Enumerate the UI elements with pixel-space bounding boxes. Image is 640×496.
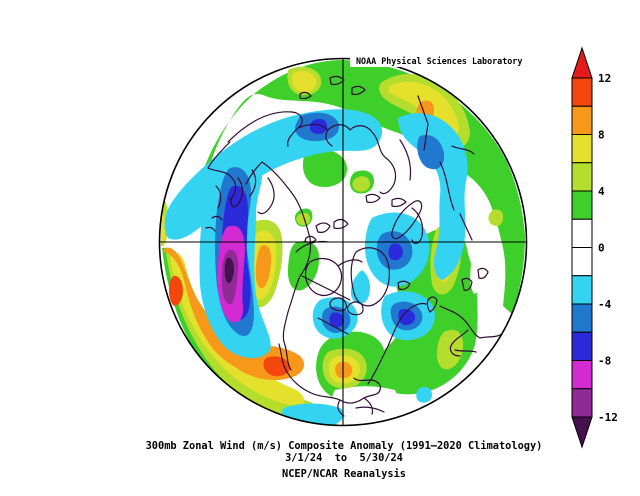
caption-title: 300mb Zonal Wind (m/s) Composite Anomaly…: [146, 440, 543, 452]
colorbar-cell: [571, 77, 593, 107]
caption-source: NCEP/NCAR Reanalysis: [282, 468, 406, 480]
map-frame: [158, 57, 528, 427]
colorbar-tick-label: -8: [598, 355, 611, 368]
colorbar-cell: [571, 190, 593, 220]
hemisphere-boundary-circle: [158, 57, 528, 427]
colorbar-tick-label: 0: [598, 242, 605, 255]
colorbar-cell: [571, 275, 593, 305]
colorbar-cell: [571, 331, 593, 361]
colorbar-cell: [571, 247, 593, 277]
colorbar-cell: [571, 303, 593, 333]
lab-name-label: NOAA Physical Sciences Laboratory: [356, 56, 522, 66]
colorbar-cell: [571, 388, 593, 418]
colorbar-cell: [571, 360, 593, 390]
colorbar-cell: [571, 218, 593, 248]
colorbar-bottom-arrow: [571, 416, 593, 449]
colorbar-cell: [571, 162, 593, 192]
colorbar-tick-label: 4: [598, 185, 605, 198]
colorbar-tick-label: -4: [598, 298, 612, 311]
colorbar-cell: [571, 105, 593, 135]
colorbar-cell: [571, 134, 593, 164]
header: NOAA Physical Sciences Laboratory: [350, 47, 532, 67]
colorbar-tick-label: 12: [598, 72, 611, 85]
header-label-background: [350, 47, 532, 67]
colorbar-cells: [571, 77, 593, 418]
caption: 300mb Zonal Wind (m/s) Composite Anomaly…: [146, 440, 543, 480]
map-fill-layers: [159, 58, 527, 426]
negative-core-regions: [217, 225, 245, 323]
colorbar-top-arrow: [571, 46, 593, 79]
coastlines: [205, 75, 503, 417]
colorbar-tick-label: -12: [598, 411, 618, 424]
colorbar-tick-label: 8: [598, 129, 605, 142]
colorbar-tick-labels: 12 8 4 0 -4 -8 -12: [598, 72, 618, 424]
caption-date-range: 3/1/24 to 5/30/24: [285, 452, 403, 464]
colorbar: 12 8 4 0 -4 -8 -12: [571, 46, 618, 449]
